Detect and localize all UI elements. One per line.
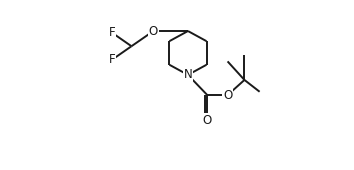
Text: O: O [223, 89, 232, 102]
Text: N: N [184, 68, 192, 81]
Text: F: F [109, 26, 115, 39]
Text: F: F [109, 53, 115, 66]
Text: O: O [149, 24, 158, 38]
Text: O: O [203, 114, 212, 127]
